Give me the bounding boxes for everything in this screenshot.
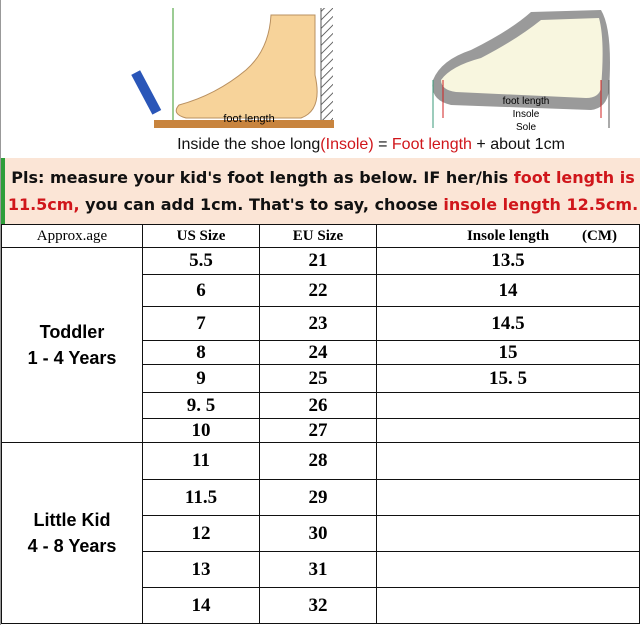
table-row: 9 25 15. 5 xyxy=(2,364,640,393)
eu-cell: 32 xyxy=(259,587,377,624)
insole-cell xyxy=(376,479,640,516)
insole-cell xyxy=(376,551,640,588)
us-cell: 9. 5 xyxy=(142,392,260,419)
size-table: Approx.age US Size EU Size Insole length… xyxy=(1,224,640,624)
us-cell: 10 xyxy=(142,418,260,443)
header-age: Approx.age xyxy=(1,224,143,248)
eu-cell: 28 xyxy=(259,442,377,480)
eu-cell: 24 xyxy=(259,340,377,365)
age-group-cell: Little Kid 4 - 8 Years xyxy=(1,442,143,624)
insole-formula: Inside the shoe long(Insole) = Foot leng… xyxy=(1,136,640,154)
us-cell: 14 xyxy=(142,587,260,624)
table-row: 8 24 15 xyxy=(2,340,640,365)
eu-cell: 31 xyxy=(259,551,377,588)
note-highlight: foot length is 11.5cm, xyxy=(7,168,635,214)
eu-cell: 29 xyxy=(259,479,377,516)
formula-about: + about 1cm xyxy=(471,136,565,153)
formula-insole: (Insole) xyxy=(320,136,374,153)
us-cell: 12 xyxy=(142,515,260,552)
insole-cell xyxy=(376,587,640,624)
us-cell: 6 xyxy=(142,274,260,307)
shoe-section-illustration: foot length Insole Sole xyxy=(432,10,610,133)
sole-label: Sole xyxy=(516,122,536,133)
table-header: Approx.age US Size EU Size Insole length… xyxy=(1,224,640,248)
table-row: 14 32 xyxy=(2,587,640,624)
eu-cell: 27 xyxy=(259,418,377,443)
measurement-illustration: foot length foot length Insole Sole xyxy=(131,8,610,133)
eu-cell: 23 xyxy=(259,306,377,341)
insole-cell xyxy=(376,418,640,443)
table-row: 12 30 xyxy=(2,515,640,552)
header-us-size: US Size xyxy=(142,224,260,248)
eu-cell: 25 xyxy=(259,364,377,393)
note-text: you can add 1cm. That's to say, choose xyxy=(79,195,444,214)
eu-cell: 21 xyxy=(259,247,377,275)
foot-length-label: foot length xyxy=(223,113,274,125)
insole-cell: 14 xyxy=(376,274,640,307)
us-cell: 13 xyxy=(142,551,260,588)
header-eu-size: EU Size xyxy=(259,224,377,248)
eu-cell: 30 xyxy=(259,515,377,552)
note-highlight: insole length 12.5cm. xyxy=(443,195,639,214)
table-row: Little Kid 4 - 8 Years 11 28 xyxy=(1,442,640,624)
measurement-note: Pls: measure your kid's foot length as b… xyxy=(1,158,640,224)
formula-foot-length: Foot length xyxy=(391,136,472,153)
age-group-range: 4 - 8 Years xyxy=(27,536,117,556)
table-row: 9. 5 26 xyxy=(2,392,640,419)
us-cell: 9 xyxy=(142,364,260,393)
us-cell: 11.5 xyxy=(142,479,260,516)
table-row: 6 22 14 xyxy=(2,274,640,307)
age-group-cell: Toddler 1 - 4 Years xyxy=(1,247,143,443)
eu-cell: 22 xyxy=(259,274,377,307)
insole-cell xyxy=(376,515,640,552)
age-group-name: Little Kid xyxy=(33,510,111,530)
eu-cell: 26 xyxy=(259,392,377,419)
us-cell: 5.5 xyxy=(142,247,260,275)
insole-cell: 13.5 xyxy=(376,247,640,275)
table-row: 10 27 xyxy=(2,418,640,443)
header-insole: Insole length (CM) xyxy=(376,224,640,248)
insole-cell: 15 xyxy=(376,340,640,365)
age-group-range: 1 - 4 Years xyxy=(27,348,117,368)
shoe-foot-length-label: foot length xyxy=(503,96,550,107)
table-row: Toddler 1 - 4 Years 5.5 21 13.5 xyxy=(1,247,640,443)
foot-measure-illustration xyxy=(131,8,334,128)
header-insole-label: Insole length xyxy=(466,227,550,244)
formula-text: Inside the shoe long xyxy=(177,136,321,153)
table-row: 11.5 29 xyxy=(2,479,640,516)
insole-cell xyxy=(376,442,640,480)
us-cell: 7 xyxy=(142,306,260,341)
insole-label: Insole xyxy=(513,109,540,120)
header-unit: (CM) xyxy=(582,227,617,244)
formula-equals: = xyxy=(373,136,392,153)
insole-cell: 15. 5 xyxy=(376,364,640,393)
note-text: Pls: measure your kid's foot length as b… xyxy=(11,168,514,187)
insole-cell: 14.5 xyxy=(376,306,640,341)
age-group-name: Toddler xyxy=(39,322,105,342)
us-cell: 8 xyxy=(142,340,260,365)
insole-cell xyxy=(376,392,640,419)
us-cell: 11 xyxy=(142,442,260,480)
